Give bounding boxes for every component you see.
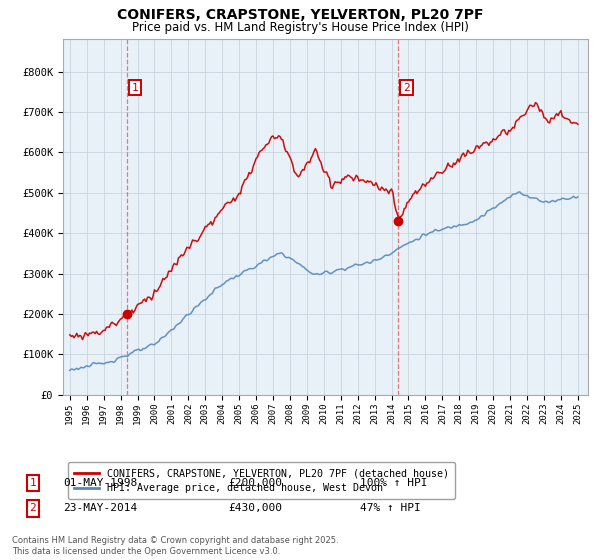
Text: 1: 1 [29, 478, 37, 488]
Text: Contains HM Land Registry data © Crown copyright and database right 2025.
This d: Contains HM Land Registry data © Crown c… [12, 536, 338, 556]
Text: 47% ↑ HPI: 47% ↑ HPI [360, 503, 421, 514]
Text: £430,000: £430,000 [228, 503, 282, 514]
Legend: CONIFERS, CRAPSTONE, YELVERTON, PL20 7PF (detached house), HPI: Average price, d: CONIFERS, CRAPSTONE, YELVERTON, PL20 7PF… [68, 462, 455, 499]
Text: 2: 2 [29, 503, 37, 514]
Text: Price paid vs. HM Land Registry's House Price Index (HPI): Price paid vs. HM Land Registry's House … [131, 21, 469, 34]
Text: 100% ↑ HPI: 100% ↑ HPI [360, 478, 427, 488]
Text: 01-MAY-1998: 01-MAY-1998 [63, 478, 137, 488]
Text: £200,000: £200,000 [228, 478, 282, 488]
Text: CONIFERS, CRAPSTONE, YELVERTON, PL20 7PF: CONIFERS, CRAPSTONE, YELVERTON, PL20 7PF [117, 8, 483, 22]
Text: 23-MAY-2014: 23-MAY-2014 [63, 503, 137, 514]
Text: 2: 2 [403, 83, 410, 93]
Text: 1: 1 [132, 83, 139, 93]
